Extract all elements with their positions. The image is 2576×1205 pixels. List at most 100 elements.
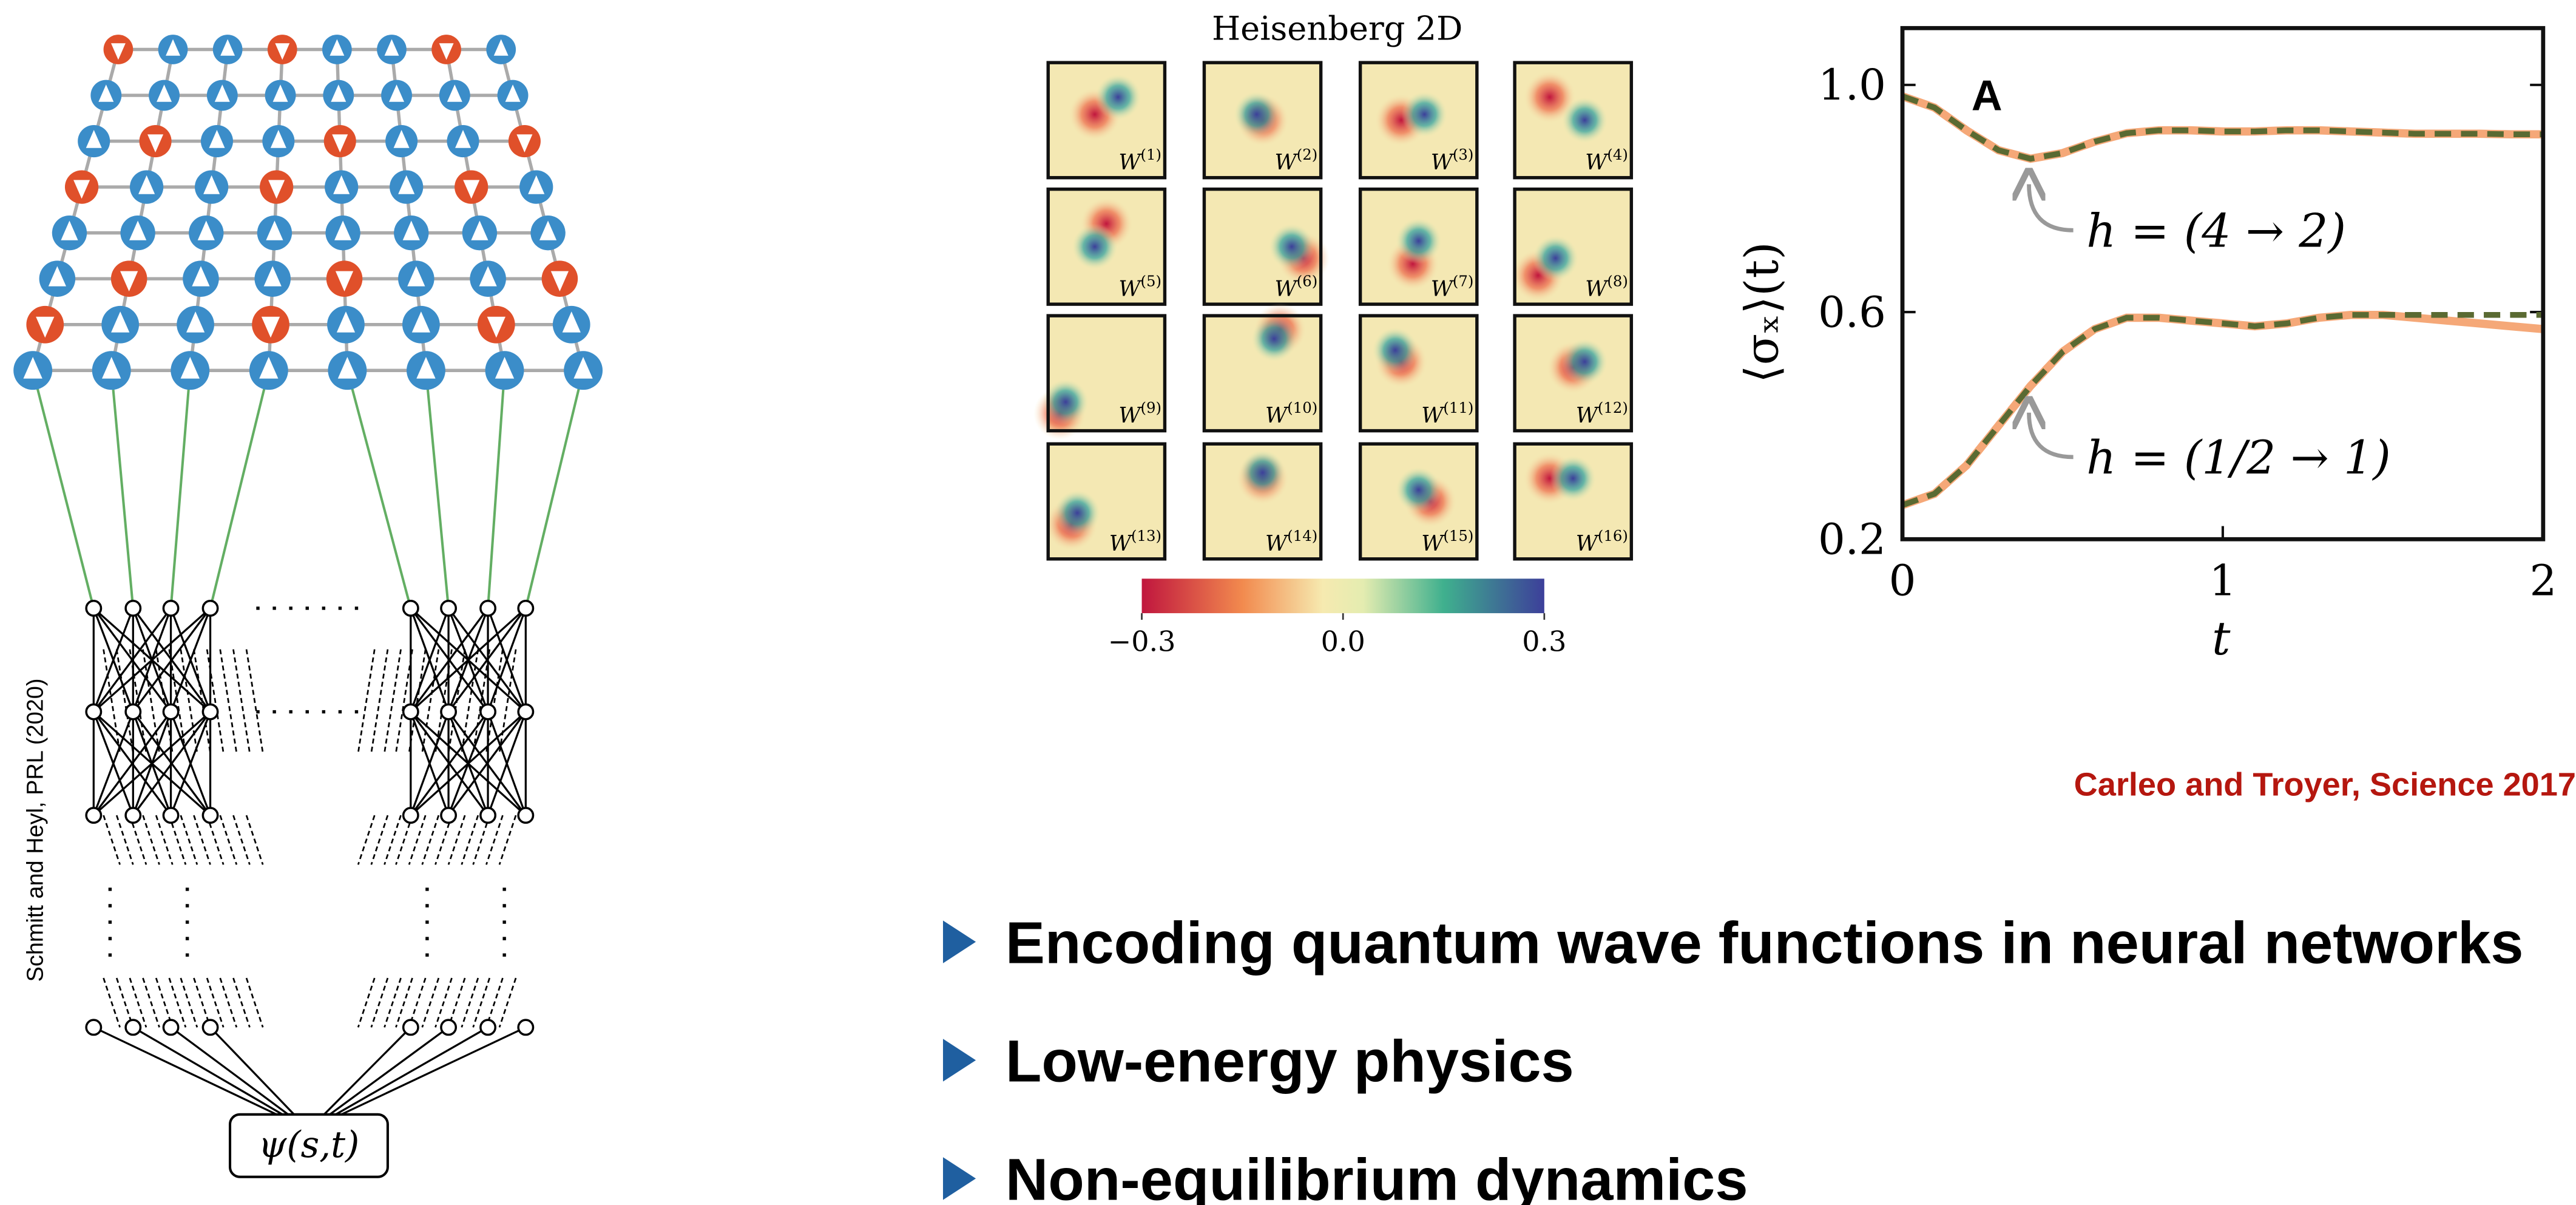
- neuron: [404, 601, 418, 616]
- neuron: [126, 601, 140, 616]
- filter-blob: [1396, 218, 1442, 264]
- filter-blob: [1054, 490, 1100, 536]
- filter-blob: [1372, 327, 1418, 373]
- neuron: [163, 1020, 178, 1034]
- filter-blob: [1269, 223, 1315, 270]
- network-edge-dashed: [220, 650, 237, 753]
- filter-label-sup: (5): [1141, 272, 1162, 290]
- filter-blob: [1550, 455, 1596, 501]
- colorbar: [1142, 579, 1544, 613]
- filter-label-sup: (14): [1287, 527, 1317, 545]
- network-edge-dashed: [371, 978, 388, 1027]
- filter-label-base: W: [1431, 277, 1455, 302]
- network-edge-dashed: [358, 978, 374, 1027]
- bullet-marker: [943, 1039, 976, 1081]
- y-tick-label: 1.0: [1818, 60, 1886, 110]
- neuron: [404, 704, 418, 719]
- filter-label-base: W: [1431, 150, 1455, 175]
- network-edge-dashed: [358, 650, 374, 753]
- filter-label-base: W: [1421, 403, 1445, 428]
- y-axis-label: ⟨σₓ⟩(t): [1735, 242, 1788, 383]
- output-edge: [336, 1027, 488, 1114]
- input-link: [526, 370, 583, 608]
- neuron: [518, 1020, 533, 1034]
- bullet-marker: [943, 920, 976, 963]
- neuron: [441, 601, 456, 616]
- annotation: h = (1/2 → 1): [2086, 431, 2391, 484]
- neuron: [163, 601, 178, 616]
- filter-label-sup: (16): [1598, 527, 1628, 545]
- neuron: [404, 808, 418, 823]
- filter-label-base: W: [1109, 531, 1133, 556]
- network-edge-dashed: [371, 650, 388, 753]
- output-edge: [133, 1027, 282, 1114]
- citation: Carleo and Troyer, Science 2017: [2074, 767, 2576, 803]
- filter-label-sup: (10): [1287, 399, 1317, 416]
- network-edge-dashed: [143, 978, 160, 1027]
- filter-blob: [1562, 97, 1608, 143]
- neuron: [518, 601, 533, 616]
- x-tick-label: 2: [2529, 555, 2557, 605]
- input-link: [211, 370, 269, 608]
- filter-grid: W(1)W(2)W(3)W(4)W(5)W(6)W(7)W(8)W(9)W(10…: [1033, 63, 1631, 657]
- network-edge-dashed: [220, 978, 237, 1027]
- network-edge-dashed: [385, 650, 401, 753]
- filter-label-base: W: [1585, 277, 1609, 302]
- filter-blob: [1401, 92, 1447, 138]
- x-axis-label: t: [2212, 612, 2231, 665]
- network-edge-dashed: [246, 650, 263, 753]
- filter-label-sup: (11): [1443, 399, 1473, 416]
- x-tick-label: 1: [2209, 555, 2237, 605]
- network-edge-dashed: [233, 978, 249, 1027]
- network-edge-dashed: [233, 650, 249, 753]
- filter-label-base: W: [1265, 403, 1289, 428]
- network-edge-dashed: [104, 978, 120, 1027]
- neuron: [86, 601, 101, 616]
- output-edge: [93, 1027, 276, 1114]
- y-tick-label: 0.2: [1818, 515, 1886, 565]
- filter-label-base: W: [1265, 531, 1289, 556]
- neuron: [441, 808, 456, 823]
- filter-blob: [1562, 339, 1608, 385]
- input-link: [426, 370, 448, 608]
- network-edge-dashed: [422, 978, 439, 1027]
- filter-label-sup: (8): [1607, 272, 1628, 290]
- output-label: ψ(s,t): [259, 1124, 360, 1166]
- neuron: [481, 704, 495, 719]
- neuron: [126, 808, 140, 823]
- network-edge-dashed: [117, 650, 133, 753]
- filter-blob: [1532, 235, 1578, 281]
- y-tick-label: 0.6: [1818, 287, 1886, 337]
- neuron: [126, 704, 140, 719]
- network-diagram: [13, 35, 603, 1115]
- filter-blob: [1240, 450, 1286, 496]
- neuron: [203, 704, 217, 719]
- neuron: [481, 1020, 495, 1034]
- neuron: [203, 1020, 217, 1034]
- filter-label-sup: (9): [1141, 399, 1162, 416]
- neuron: [203, 601, 217, 616]
- page: Schmitt and Heyl, PRL (2020) ψ(s,t) Heis…: [0, 0, 2576, 1205]
- neuron: [163, 808, 178, 823]
- diagram-citation: Schmitt and Heyl, PRL (2020): [22, 679, 48, 982]
- colorbar-tick-label: −0.3: [1108, 625, 1176, 657]
- network-edge-dashed: [246, 978, 263, 1027]
- network-edge-dashed: [104, 815, 120, 864]
- input-link: [33, 370, 93, 608]
- filter-label-base: W: [1118, 403, 1142, 428]
- filter-label-base: W: [1275, 277, 1299, 302]
- output-edge: [330, 1027, 448, 1114]
- filter-label-base: W: [1576, 403, 1600, 428]
- neuron: [481, 601, 495, 616]
- filter-label-sup: (4): [1607, 146, 1628, 163]
- filter-label-base: W: [1421, 531, 1445, 556]
- filter-blob: [1396, 467, 1442, 513]
- bullet-list: Encoding quantum wave functions in neura…: [943, 910, 2523, 1205]
- neuron: [203, 808, 217, 823]
- annotation: h = (4 → 2): [2086, 204, 2346, 257]
- network-edge-dashed: [499, 978, 516, 1027]
- filter-label-sup: (7): [1453, 272, 1474, 290]
- network-edge-dashed: [371, 815, 388, 864]
- neuron: [163, 704, 178, 719]
